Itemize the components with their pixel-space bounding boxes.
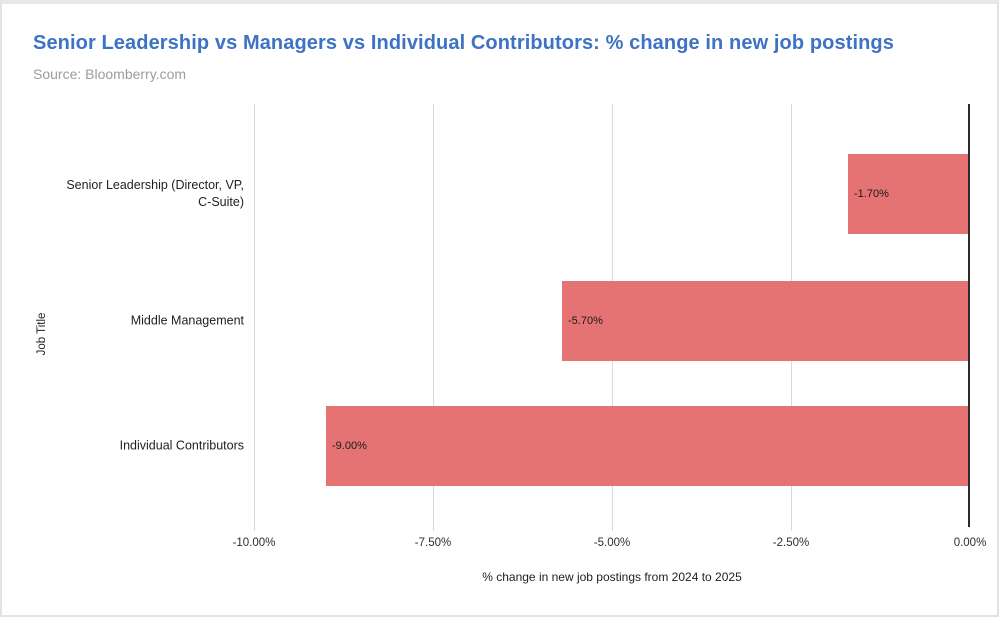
chart-title: Senior Leadership vs Managers vs Individ…: [33, 32, 894, 54]
bar-value-label: -5.70%: [568, 314, 603, 327]
gridline: [433, 104, 434, 531]
gridline: [254, 104, 255, 531]
x-tick-label: -5.00%: [593, 537, 631, 549]
category-label: Senior Leadership (Director, VP, C-Suite…: [66, 178, 244, 209]
y-axis-title: Job Title: [36, 312, 48, 356]
bar: -1.70%: [848, 154, 970, 234]
x-tick-label: -7.50%: [414, 537, 452, 549]
x-tick-label: -10.00%: [232, 537, 276, 549]
bar-value-label: -1.70%: [854, 188, 889, 200]
zero-axis-line: [968, 104, 970, 527]
x-tick-label: 0.00%: [953, 537, 987, 549]
category-label: Individual Contributors: [119, 438, 244, 453]
bar: -9.00%: [326, 406, 970, 486]
bar: -5.70%: [562, 280, 970, 361]
chart-source: Source: Bloomberry.com: [33, 66, 187, 82]
plot-area: -10.00% -7.50% -5.00% -2.50% 0.00% -1.70% -5.7…: [233, 104, 986, 549]
bar-value-label: -9.00%: [332, 440, 367, 452]
x-axis-title: % change in new job postings from 2024 t…: [482, 570, 742, 584]
x-tick-label: -2.50%: [772, 537, 810, 549]
category-label: Middle Management: [130, 313, 244, 327]
